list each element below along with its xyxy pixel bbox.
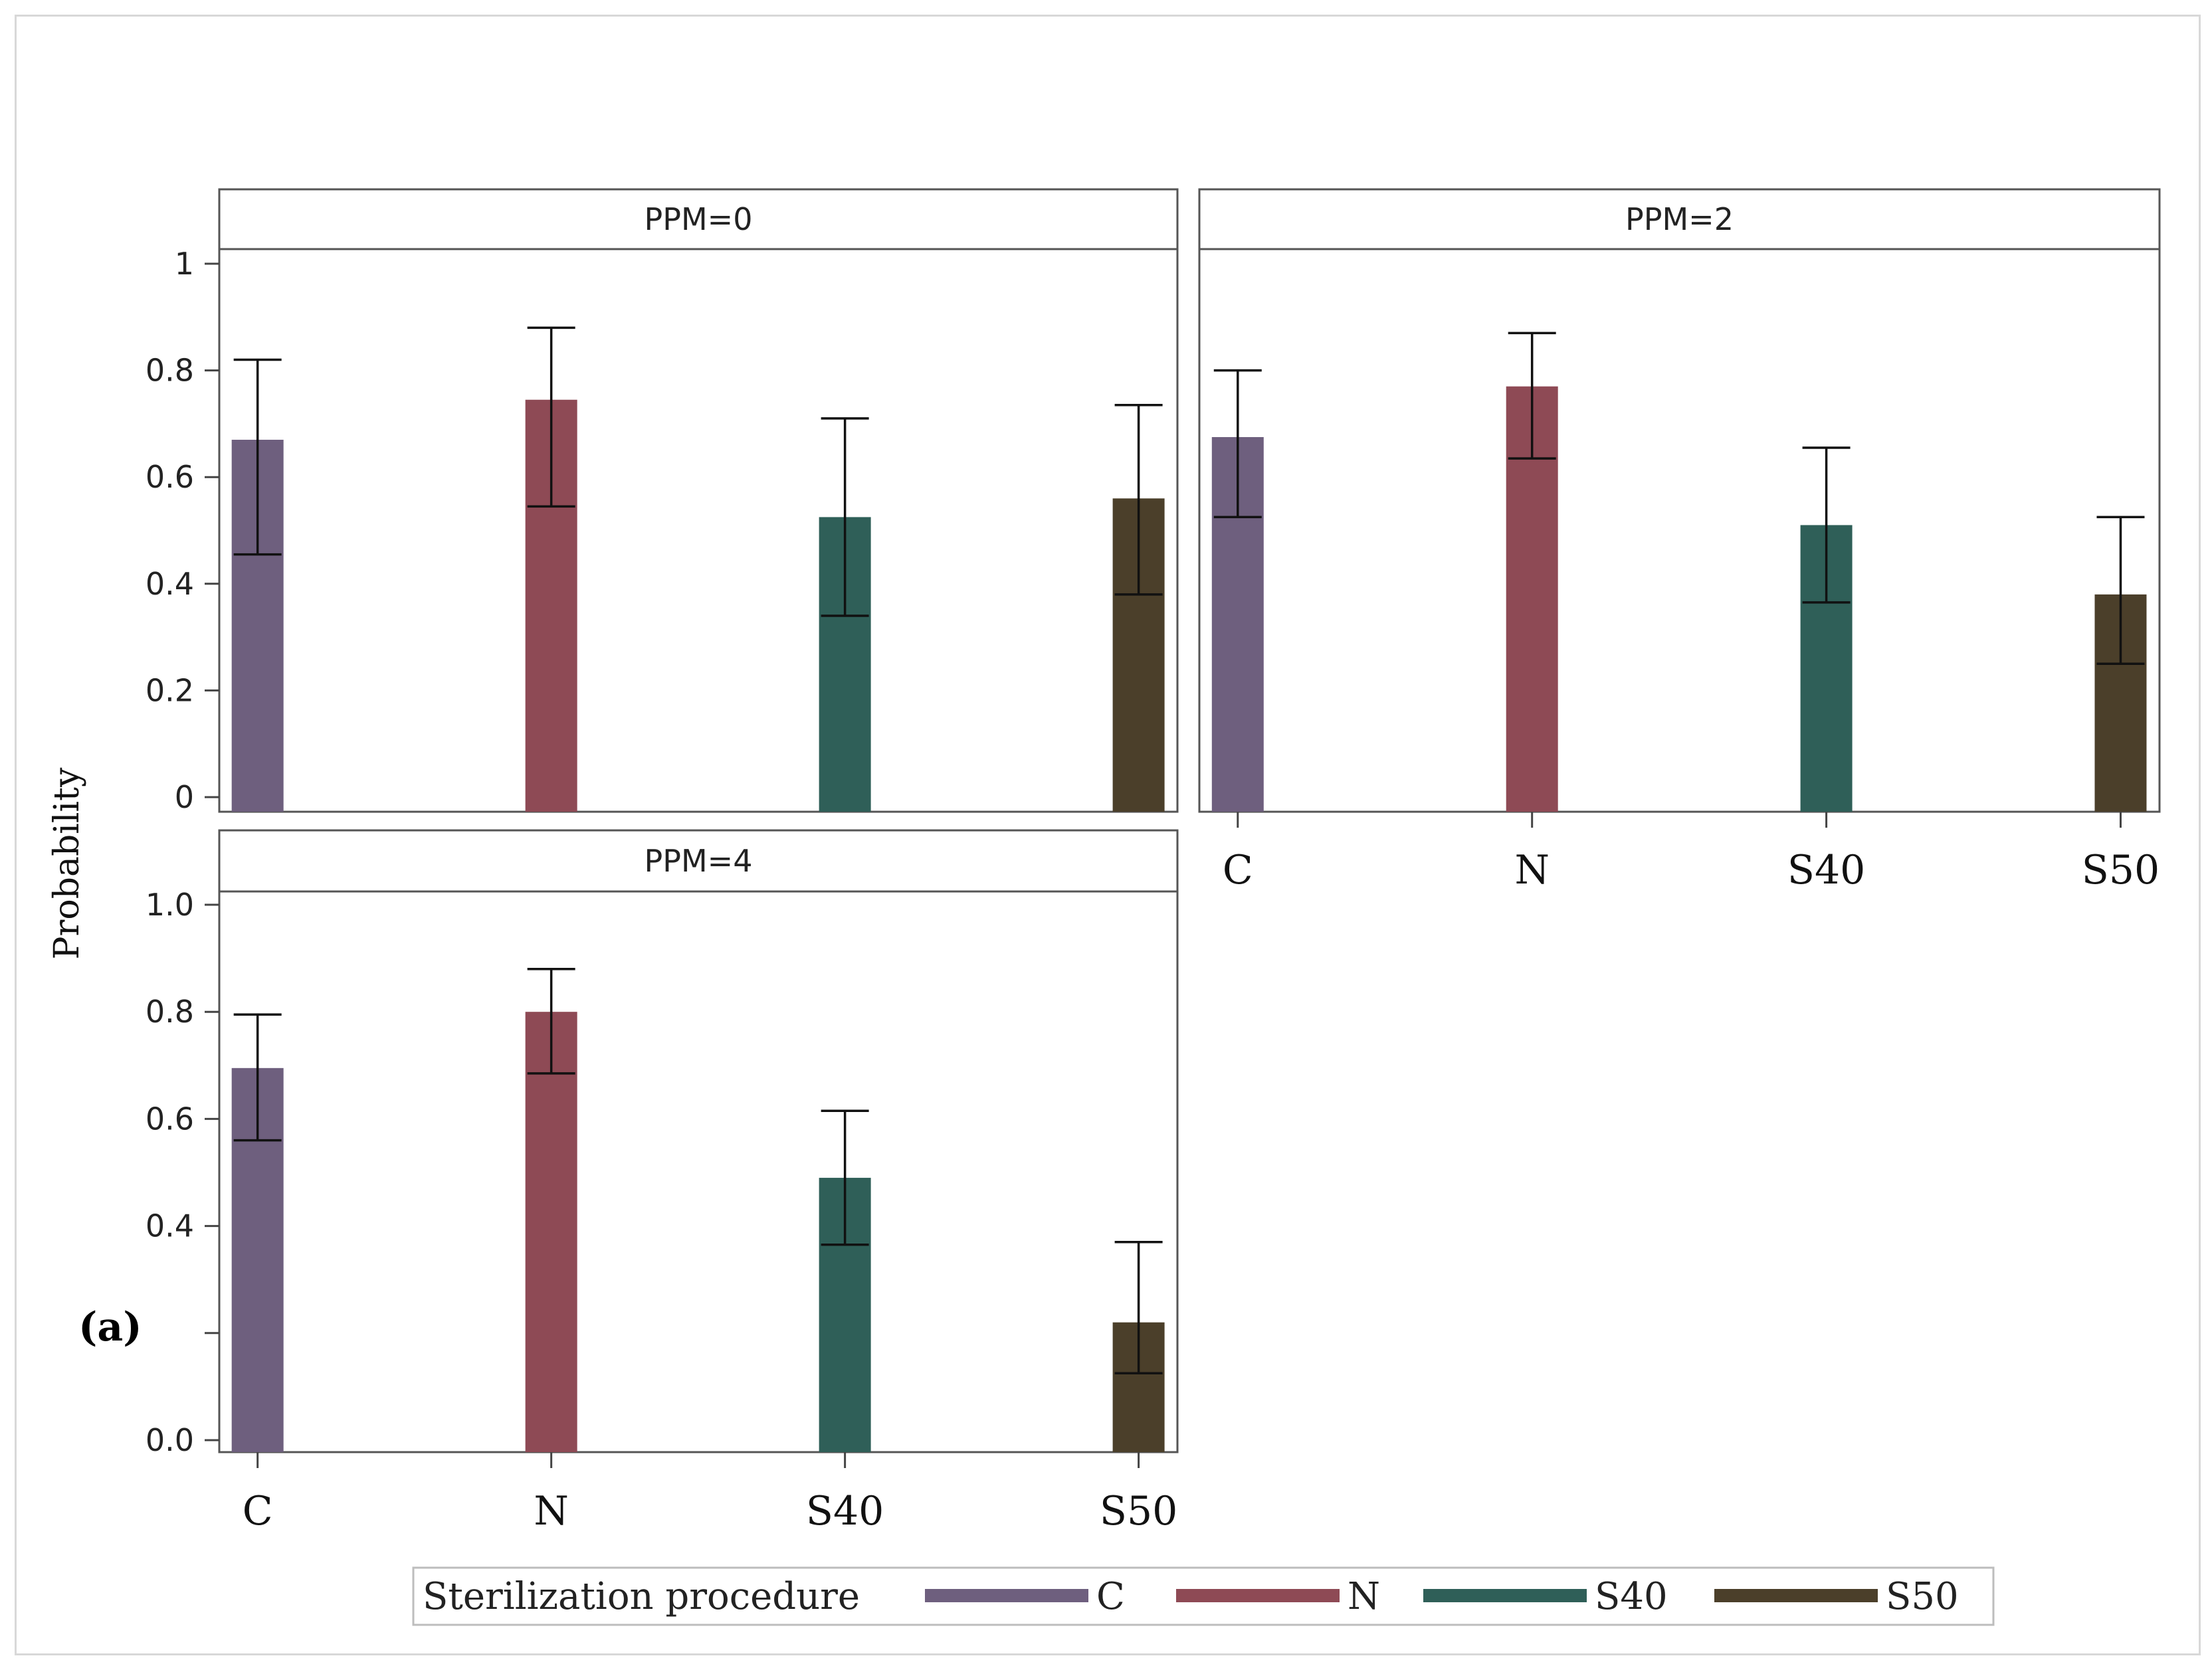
- y-tick-label: 0.4: [146, 1208, 194, 1244]
- x-tick-label: C: [243, 1488, 273, 1534]
- panel-3: PPM=4 0.0 0.4 0.6 0.8 1.0 C N S40 S50: [146, 829, 1179, 1534]
- x-tick-label: C: [1223, 847, 1253, 893]
- x-tick-label: S50: [2082, 847, 2160, 893]
- legend-title: Sterilization procedure: [423, 1575, 860, 1618]
- panel-strip: [218, 829, 1179, 893]
- y-tick-label: 0.8: [146, 994, 194, 1030]
- x-tick-label: S40: [1787, 847, 1865, 893]
- y-axis-label: Probability: [47, 767, 87, 960]
- legend-swatch-s40: [1423, 1589, 1587, 1602]
- legend: Sterilization procedure C N S40 S50: [412, 1566, 1995, 1626]
- legend-swatch-c: [925, 1589, 1088, 1602]
- y-tick-label: 1: [175, 246, 194, 282]
- x-tick-label: N: [534, 1488, 569, 1534]
- plot-area: [218, 248, 1179, 813]
- legend-label: S40: [1595, 1575, 1668, 1618]
- panel-label: (a): [78, 1304, 142, 1350]
- y-tick-label: 0.6: [146, 1101, 194, 1137]
- plot-area: [1198, 248, 2161, 813]
- bar-n: [525, 1012, 577, 1452]
- panel-2: PPM=2 C N S40 S50: [1198, 188, 2161, 893]
- legend-label: S50: [1886, 1575, 1959, 1618]
- panel-title: PPM=2: [1625, 201, 1734, 237]
- legend-swatch-n: [1176, 1589, 1340, 1602]
- y-tick-label: 0.8: [146, 353, 194, 389]
- x-tick-label: S40: [806, 1488, 884, 1534]
- panel-title: PPM=0: [645, 201, 753, 237]
- y-tick-label: 0.6: [146, 459, 194, 495]
- x-tick-label: N: [1514, 847, 1550, 893]
- legend-label: N: [1348, 1575, 1380, 1618]
- x-tick-label: S50: [1100, 1488, 1177, 1534]
- plot-area: [218, 890, 1179, 1453]
- legend-label: C: [1096, 1575, 1125, 1618]
- y-tick-label: 0.0: [146, 1422, 194, 1458]
- y-tick-label: 0.4: [146, 566, 194, 602]
- y-tick-label: 1.0: [146, 887, 194, 923]
- figure-frame: [15, 15, 2201, 1655]
- panel-strip: [1198, 188, 2161, 250]
- y-tick-label: 0: [175, 779, 194, 815]
- legend-swatch-s50: [1714, 1589, 1878, 1602]
- panel-1: PPM=0 0 0.2 0.4 0.6 0.8 1: [146, 188, 1179, 815]
- panel-title: PPM=4: [645, 843, 753, 879]
- y-tick-label: 0.2: [146, 672, 194, 708]
